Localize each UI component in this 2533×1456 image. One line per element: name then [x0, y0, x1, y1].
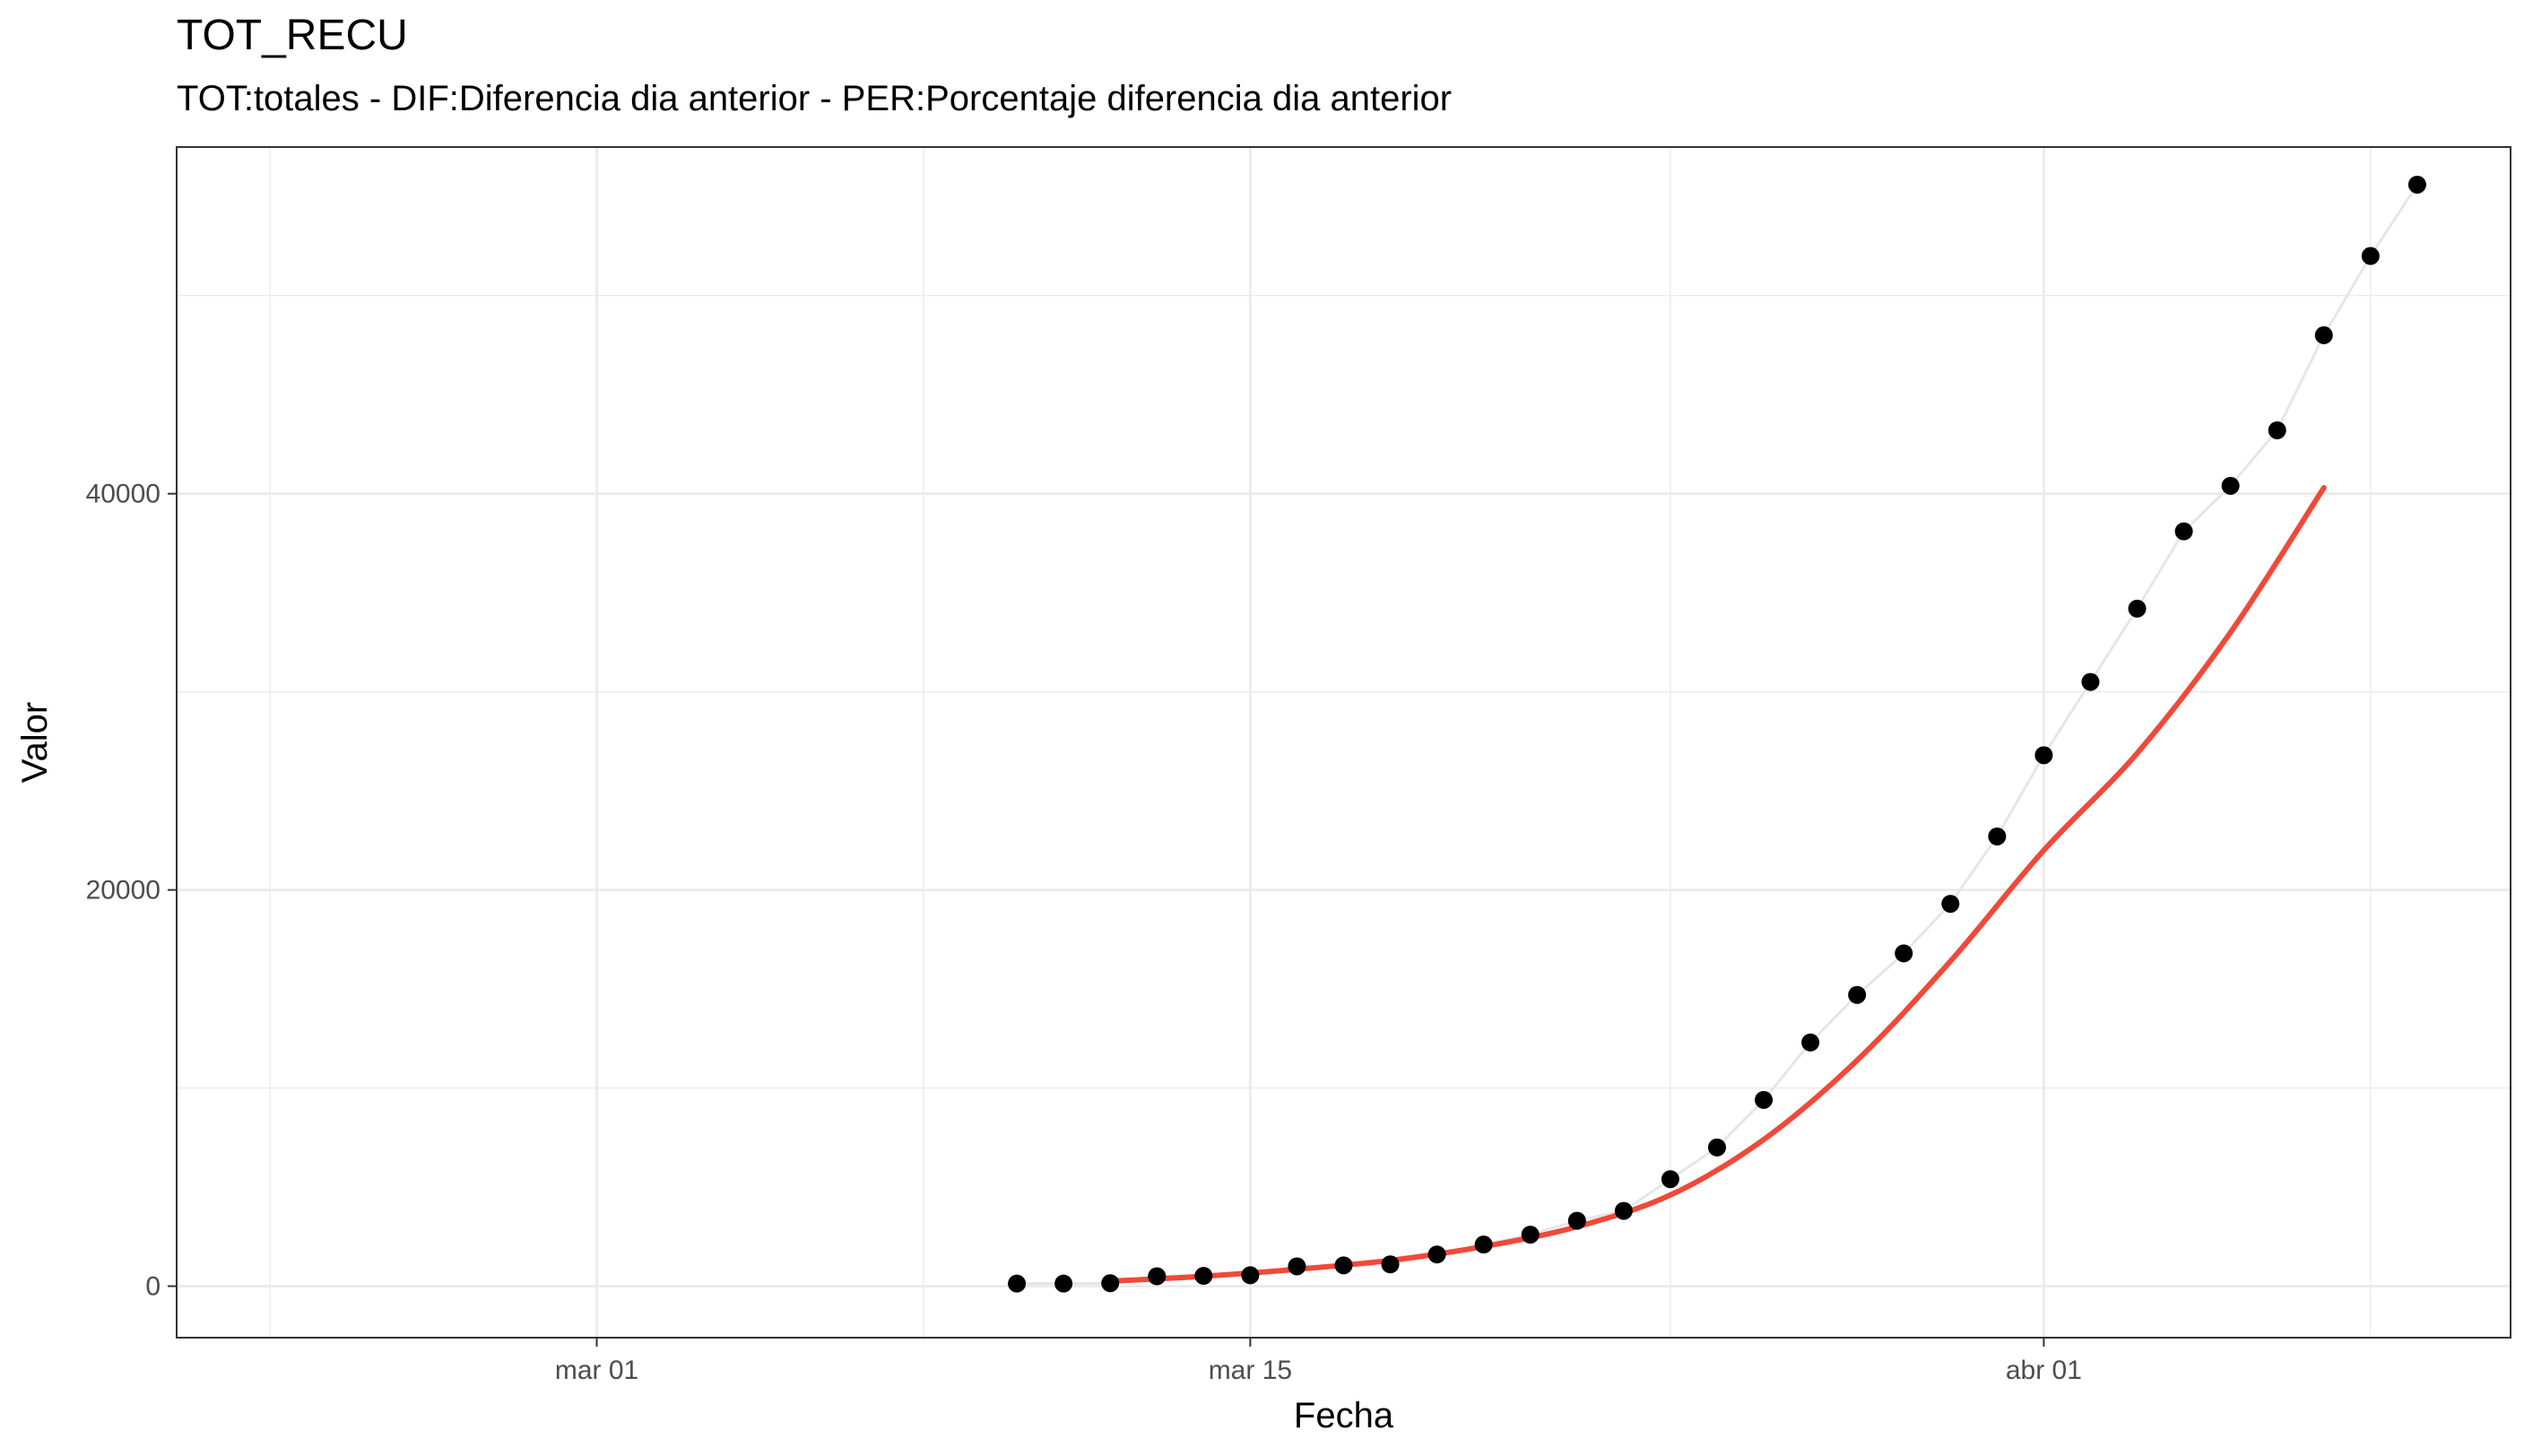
- data-point: [1614, 1201, 1633, 1220]
- data-point: [1101, 1274, 1120, 1293]
- y-axis-title: Valor: [15, 702, 55, 783]
- x-tick-label: mar 15: [1209, 1356, 1292, 1385]
- data-point: [1474, 1235, 1493, 1254]
- smooth-curve: [1107, 485, 2327, 1285]
- data-point: [1054, 1274, 1073, 1293]
- data-point: [1194, 1267, 1213, 1286]
- data-point: [2361, 247, 2380, 265]
- y-tick-label: 40000: [86, 480, 160, 509]
- data-point: [1241, 1266, 1260, 1285]
- data-point: [1427, 1245, 1446, 1264]
- data-point: [1988, 827, 2007, 845]
- chart-title: TOT_RECU: [177, 12, 408, 59]
- smooth-trend-line: [1107, 485, 2327, 1285]
- x-axis-title: Fecha: [1294, 1396, 1394, 1435]
- data-point: [1288, 1257, 1306, 1276]
- plot-panel: [177, 147, 2511, 1338]
- data-point: [1334, 1256, 1353, 1275]
- data-point: [1755, 1090, 1774, 1109]
- grid-lines: [177, 147, 2511, 1338]
- y-tick-label: 20000: [86, 876, 160, 906]
- data-point: [2407, 175, 2426, 194]
- data-point: [1848, 985, 1867, 1004]
- data-point: [1941, 895, 1960, 914]
- data-point: [1381, 1255, 1400, 1274]
- y-axis-ticks: 0 20000 40000: [86, 480, 177, 1302]
- data-point: [1148, 1267, 1167, 1286]
- panel-border: [176, 146, 2511, 1339]
- data-point: [1895, 944, 1913, 963]
- data-points: [1008, 175, 2426, 1293]
- chart-subtitle: TOT:totales - DIF:Diferencia dia anterio…: [177, 79, 1453, 118]
- data-point: [2081, 672, 2100, 691]
- data-point: [2314, 325, 2333, 344]
- x-tick-label: mar 01: [555, 1356, 638, 1385]
- x-tick-label: abr 01: [2006, 1356, 2082, 1385]
- data-point: [1008, 1274, 1027, 1293]
- x-axis-ticks: mar 01 mar 15 abr 01: [555, 1338, 2082, 1385]
- data-point: [2268, 420, 2286, 439]
- data-point: [2174, 522, 2193, 541]
- data-point: [1707, 1138, 1726, 1157]
- data-point: [2221, 476, 2240, 495]
- data-point: [1521, 1226, 1540, 1244]
- data-point: [2128, 599, 2147, 618]
- data-point: [1567, 1211, 1586, 1230]
- data-point: [1661, 1170, 1679, 1189]
- data-point: [1801, 1033, 1820, 1052]
- data-point: [2034, 746, 2053, 765]
- y-tick-label: 0: [145, 1272, 160, 1302]
